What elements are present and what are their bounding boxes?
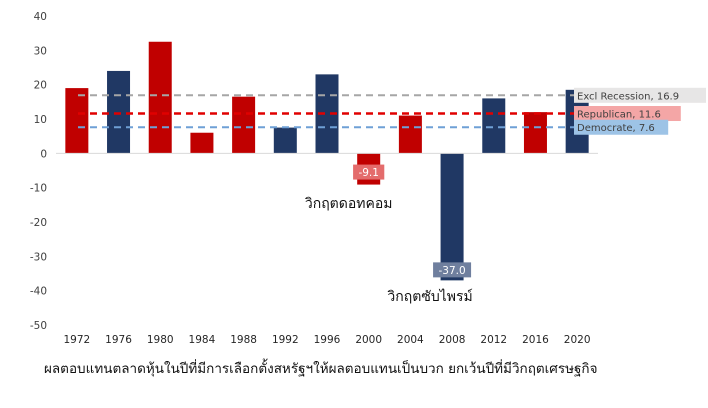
y-tick-label: -10: [30, 183, 47, 195]
x-tick-label: 2020: [564, 334, 591, 346]
bar-2008: [440, 153, 464, 281]
bar-1988: [232, 96, 256, 154]
y-tick-label: -50: [30, 320, 47, 332]
bar-2004: [398, 115, 422, 154]
reference-label-bg: [574, 119, 669, 135]
y-tick-label: 40: [34, 11, 47, 23]
bar-1984: [190, 132, 214, 154]
x-tick-label: 2004: [397, 334, 424, 346]
bar-1992: [273, 127, 297, 154]
data-label-bg: [433, 262, 472, 278]
annotation: วิกฤตดอทคอม: [305, 196, 393, 212]
bar-1976: [107, 70, 131, 154]
x-tick-label: 1984: [189, 334, 216, 346]
y-tick-label: 30: [34, 45, 47, 57]
y-tick-label: 20: [34, 80, 47, 92]
bar-1980: [148, 41, 172, 154]
y-tick-label: -40: [30, 286, 47, 298]
reference-label: Excl Recession, 16.9: [577, 91, 679, 102]
reference-label: Democrate, 7.6: [577, 123, 655, 134]
x-tick-label: 1992: [272, 334, 299, 346]
x-tick-label: 1972: [63, 334, 90, 346]
annotation: วิกฤตซับไพรม์: [387, 288, 472, 305]
bar-1996: [315, 74, 339, 154]
x-tick-label: 2000: [355, 334, 382, 346]
bar-1972: [65, 88, 89, 154]
bar-2012: [482, 98, 506, 154]
data-label-bg: [353, 164, 385, 180]
y-tick-label: 10: [34, 114, 47, 126]
x-tick-label: 2016: [522, 334, 549, 346]
chart-caption: ผลตอบแทนตลาดหุ้นในปีที่มีการเลือกตั้งสหร…: [44, 361, 598, 377]
reference-label: Republican, 11.6: [577, 110, 661, 121]
x-tick-label: 1996: [314, 334, 341, 346]
bar-2016: [523, 112, 547, 154]
x-tick-label: 2012: [480, 334, 507, 346]
x-tick-label: 2008: [439, 334, 466, 346]
x-tick-label: 1988: [230, 334, 257, 346]
y-tick-label: 0: [40, 148, 47, 160]
data-label: -9.1: [358, 167, 379, 179]
y-tick-label: -30: [30, 251, 47, 263]
x-tick-label: 1976: [105, 334, 132, 346]
data-label: -37.0: [438, 265, 465, 277]
reference-label-bg: [574, 87, 706, 103]
y-tick-label: -20: [30, 217, 47, 229]
reference-label-bg: [574, 106, 681, 122]
x-tick-label: 1980: [147, 334, 174, 346]
